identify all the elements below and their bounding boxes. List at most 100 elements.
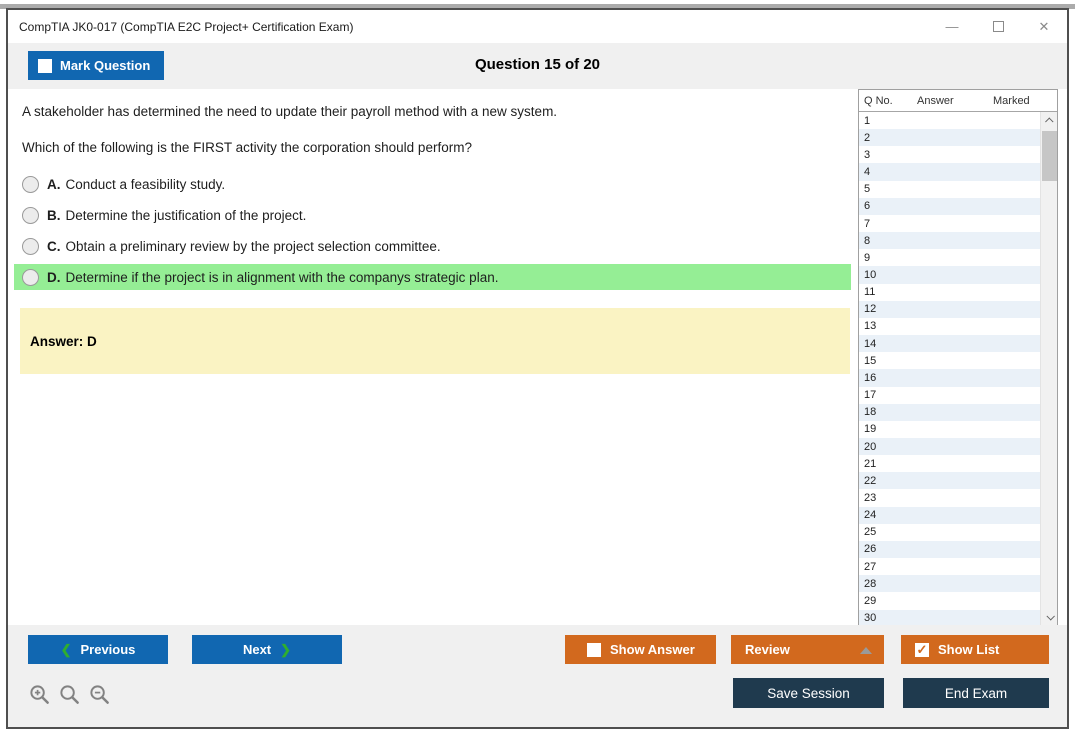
list-cell: 11: [864, 286, 876, 299]
question-list-row[interactable]: 30: [859, 609, 1040, 626]
question-list-row[interactable]: 24: [859, 506, 1040, 524]
scrollbar-thumb[interactable]: [1042, 131, 1057, 181]
question-list-row[interactable]: 18: [859, 403, 1040, 421]
question-list-row[interactable]: 14: [859, 335, 1040, 353]
app-window: CompTIA JK0-017 (CompTIA E2C Project+ Ce…: [6, 8, 1069, 729]
show-list-label: Show List: [938, 642, 1000, 657]
question-list-row[interactable]: 6: [859, 197, 1040, 215]
show-answer-button[interactable]: Show Answer: [565, 635, 716, 664]
answer-option-c[interactable]: C. Obtain a preliminary review by the pr…: [14, 233, 851, 259]
question-list-row[interactable]: 29: [859, 592, 1040, 610]
list-cell: 22: [864, 474, 877, 487]
minimize-icon[interactable]: —: [945, 19, 959, 34]
review-label: Review: [745, 642, 790, 657]
list-cell: 10: [864, 268, 877, 281]
show-list-button[interactable]: ✓ Show List: [901, 635, 1049, 664]
show-answer-label: Show Answer: [610, 642, 695, 657]
list-cell: 25: [864, 526, 877, 539]
question-list-row[interactable]: 9: [859, 249, 1040, 267]
list-cell: 6: [864, 200, 871, 213]
list-cell: 4: [864, 166, 871, 179]
question-list-body: 1 2 3 4 5 6 7 8 9 10 11 12 13 14 15 16 17 18 19 20 21 22 23 24 2…: [859, 112, 1040, 626]
question-list-row[interactable]: 17: [859, 386, 1040, 404]
answer-option-a[interactable]: A. Conduct a feasibility study.: [14, 171, 851, 197]
previous-button[interactable]: ❮ Previous: [28, 635, 168, 664]
list-cell: 3: [864, 148, 871, 161]
chevron-left-icon: ❮: [60, 641, 72, 657]
question-list-row[interactable]: 11: [859, 283, 1040, 301]
scroll-up-icon[interactable]: [1041, 113, 1058, 129]
list-cell: 18: [864, 406, 877, 419]
list-cell: 23: [864, 492, 877, 505]
question-list-row[interactable]: 16: [859, 369, 1040, 387]
question-list-row[interactable]: 22: [859, 472, 1040, 490]
list-cell: 24: [864, 509, 877, 522]
option-text: Obtain a preliminary review by the proje…: [65, 238, 441, 254]
question-list-row[interactable]: 1: [859, 112, 1040, 130]
checkmark-icon: ✓: [916, 642, 928, 657]
end-exam-button[interactable]: End Exam: [903, 678, 1049, 708]
list-cell: 13: [864, 320, 877, 333]
question-list-row[interactable]: 7: [859, 214, 1040, 233]
title-bar: CompTIA JK0-017 (CompTIA E2C Project+ Ce…: [8, 10, 1067, 43]
question-list-row[interactable]: 2: [859, 129, 1040, 147]
question-list-row[interactable]: 19: [859, 420, 1040, 438]
maximize-icon[interactable]: [975, 10, 1021, 43]
radio-button-icon[interactable]: [22, 268, 39, 286]
zoom-reset-icon[interactable]: [58, 683, 81, 706]
question-list-row[interactable]: 13: [859, 317, 1040, 336]
zoom-controls: [28, 683, 111, 706]
question-list-row[interactable]: 5: [859, 180, 1040, 198]
list-cell: 19: [864, 423, 877, 436]
review-dropdown-button[interactable]: Review: [731, 635, 884, 664]
question-list-scrollbar[interactable]: [1040, 112, 1057, 626]
question-counter: Question 15 of 20: [474, 56, 601, 73]
answer-text: Answer: D: [30, 333, 97, 349]
zoom-in-icon[interactable]: [28, 683, 51, 706]
scroll-down-icon[interactable]: [1041, 609, 1058, 625]
end-exam-label: End Exam: [944, 685, 1008, 701]
radio-button-icon[interactable]: [22, 237, 39, 255]
answer-option-d[interactable]: D. Determine if the project is in alignm…: [14, 264, 851, 290]
question-list-row[interactable]: 10: [859, 266, 1040, 284]
list-cell: 7: [864, 217, 871, 230]
column-header-marked: Marked: [993, 94, 1030, 107]
question-list-row[interactable]: 27: [859, 558, 1040, 576]
next-label: Next: [242, 642, 272, 657]
show-list-checkbox-icon[interactable]: ✓: [915, 642, 929, 657]
question-list-row[interactable]: 23: [859, 489, 1040, 507]
question-list-row[interactable]: 21: [859, 455, 1040, 473]
question-list-row[interactable]: 12: [859, 300, 1040, 318]
list-cell: 20: [864, 440, 877, 453]
question-list-row[interactable]: 8: [859, 232, 1040, 250]
question-list-row[interactable]: 25: [859, 523, 1040, 541]
option-letter: D.: [47, 269, 61, 285]
list-cell: 14: [864, 337, 877, 350]
radio-button-icon[interactable]: [22, 175, 39, 193]
list-cell: 9: [864, 251, 871, 264]
question-list-row[interactable]: 4: [859, 163, 1040, 181]
maximize-box-glyph: [992, 21, 1004, 32]
next-button[interactable]: Next ❯: [192, 635, 342, 664]
list-cell: 26: [864, 543, 877, 556]
save-session-button[interactable]: Save Session: [733, 678, 884, 708]
show-answer-checkbox-icon[interactable]: [587, 642, 601, 657]
question-list-row[interactable]: 3: [859, 146, 1040, 164]
previous-label: Previous: [80, 642, 136, 657]
mark-question-button[interactable]: Mark Question: [28, 51, 165, 80]
question-list-row[interactable]: 20: [859, 437, 1040, 456]
zoom-out-icon[interactable]: [88, 683, 111, 706]
chevron-right-icon: ❯: [280, 641, 292, 657]
chevron-up-glyph: [1044, 117, 1054, 126]
question-list-panel: Q No. Answer Marked 1 2 3 4 5 6 7 8 9 10 11 12 13 14 1…: [858, 89, 1058, 627]
question-list-row[interactable]: 28: [859, 575, 1040, 593]
question-list-row[interactable]: 15: [859, 352, 1040, 370]
question-stem-line: Which of the following is the FIRST acti…: [22, 140, 472, 155]
mark-question-checkbox-icon[interactable]: [38, 58, 52, 73]
close-icon[interactable]: ✕: [1038, 18, 1050, 34]
radio-button-icon[interactable]: [22, 206, 39, 224]
save-session-label: Save Session: [767, 685, 850, 701]
answer-option-b[interactable]: B. Determine the justification of the pr…: [14, 202, 851, 228]
header-bar: Mark Question Question 15 of 20: [8, 43, 1067, 89]
question-list-row[interactable]: 26: [859, 540, 1040, 559]
